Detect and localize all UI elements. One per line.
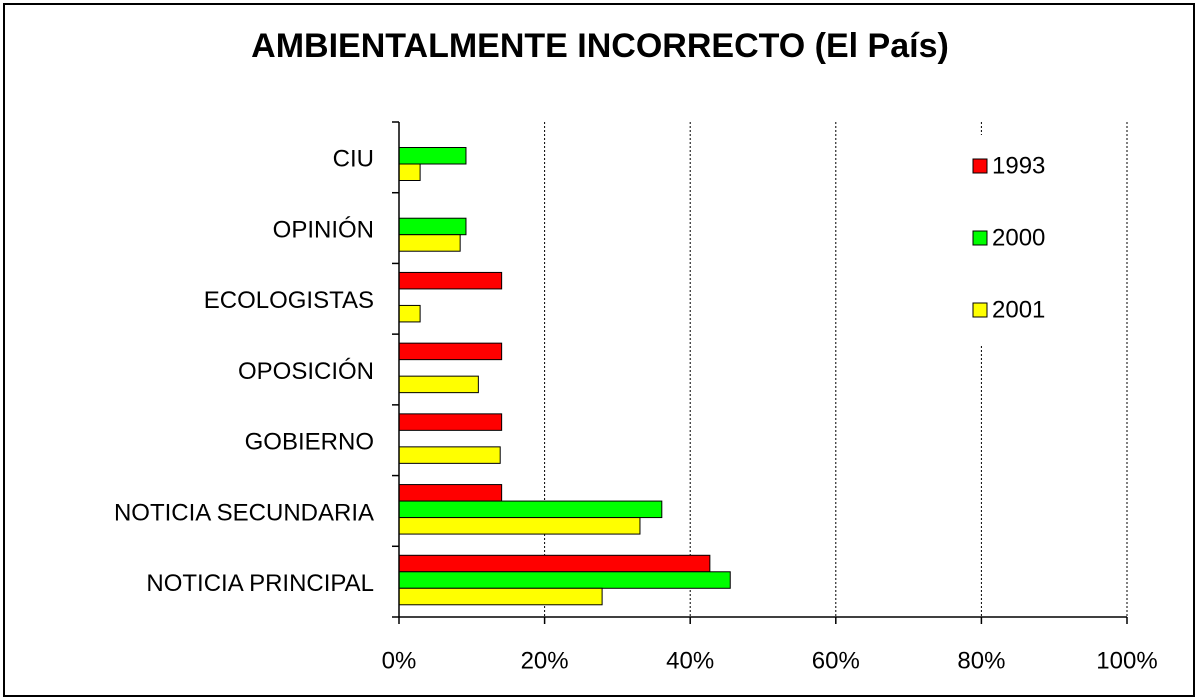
legend-swatch	[972, 158, 988, 174]
chart-title: AMBIENTALMENTE INCORRECTO (El País)	[251, 27, 949, 65]
bar	[398, 304, 421, 323]
bar	[398, 517, 641, 535]
y-tick-label: ECOLOGISTAS	[204, 287, 374, 314]
bar	[398, 217, 467, 236]
bar	[398, 484, 503, 502]
bar	[398, 554, 711, 573]
bar	[398, 446, 501, 464]
bar	[398, 271, 503, 290]
x-tick-label: 0%	[382, 647, 417, 674]
y-tick-label: NOTICIA PRINCIPAL	[146, 570, 374, 597]
y-tick-label: CIU	[333, 146, 374, 173]
bar	[398, 234, 461, 252]
bar	[398, 163, 421, 181]
x-tick-label: 20%	[521, 647, 569, 674]
x-tick-label: 80%	[957, 647, 1005, 674]
x-tick-label: 40%	[666, 647, 714, 674]
bar	[398, 342, 503, 361]
bar	[398, 500, 663, 519]
x-tick-label: 100%	[1096, 647, 1157, 674]
x-tick-label: 60%	[812, 647, 860, 674]
legend-swatch	[972, 230, 988, 246]
bar	[398, 587, 603, 606]
y-tick-label: OPOSICIÓN	[238, 358, 374, 385]
bar	[398, 413, 503, 431]
y-tick-label: NOTICIA SECUNDARIA	[114, 499, 374, 526]
y-tick-label: OPINIÓN	[273, 216, 374, 243]
bar	[398, 571, 731, 589]
legend-label: 2001	[992, 296, 1045, 323]
legend-label: 2000	[992, 224, 1045, 251]
bar	[398, 147, 467, 165]
bar	[398, 375, 479, 394]
y-tick-label: GOBIERNO	[245, 429, 374, 456]
legend-swatch	[972, 302, 988, 318]
legend-label: 1993	[992, 152, 1045, 179]
